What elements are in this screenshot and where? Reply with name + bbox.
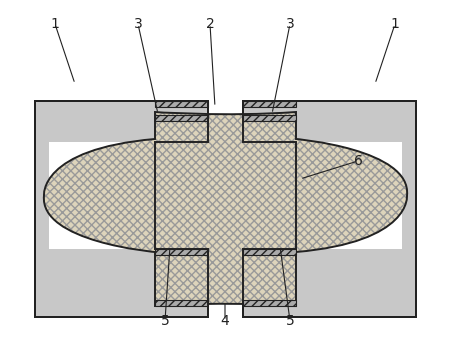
Text: 6: 6 [354,154,363,168]
Polygon shape [243,300,296,306]
Polygon shape [155,101,208,107]
Polygon shape [35,101,208,317]
Polygon shape [243,249,296,255]
Text: 1: 1 [51,17,60,31]
Polygon shape [155,249,208,255]
Polygon shape [49,142,155,249]
Polygon shape [243,101,416,317]
Polygon shape [243,115,296,121]
Text: 2: 2 [206,17,214,31]
Text: 4: 4 [221,314,230,328]
Polygon shape [243,101,296,107]
Text: 1: 1 [391,17,400,31]
Polygon shape [155,115,208,121]
Text: 5: 5 [161,314,170,328]
Text: 5: 5 [285,314,295,328]
Polygon shape [296,142,402,249]
Text: 3: 3 [133,17,143,31]
Text: 3: 3 [285,17,295,31]
PathPatch shape [44,112,407,306]
Polygon shape [155,300,208,306]
